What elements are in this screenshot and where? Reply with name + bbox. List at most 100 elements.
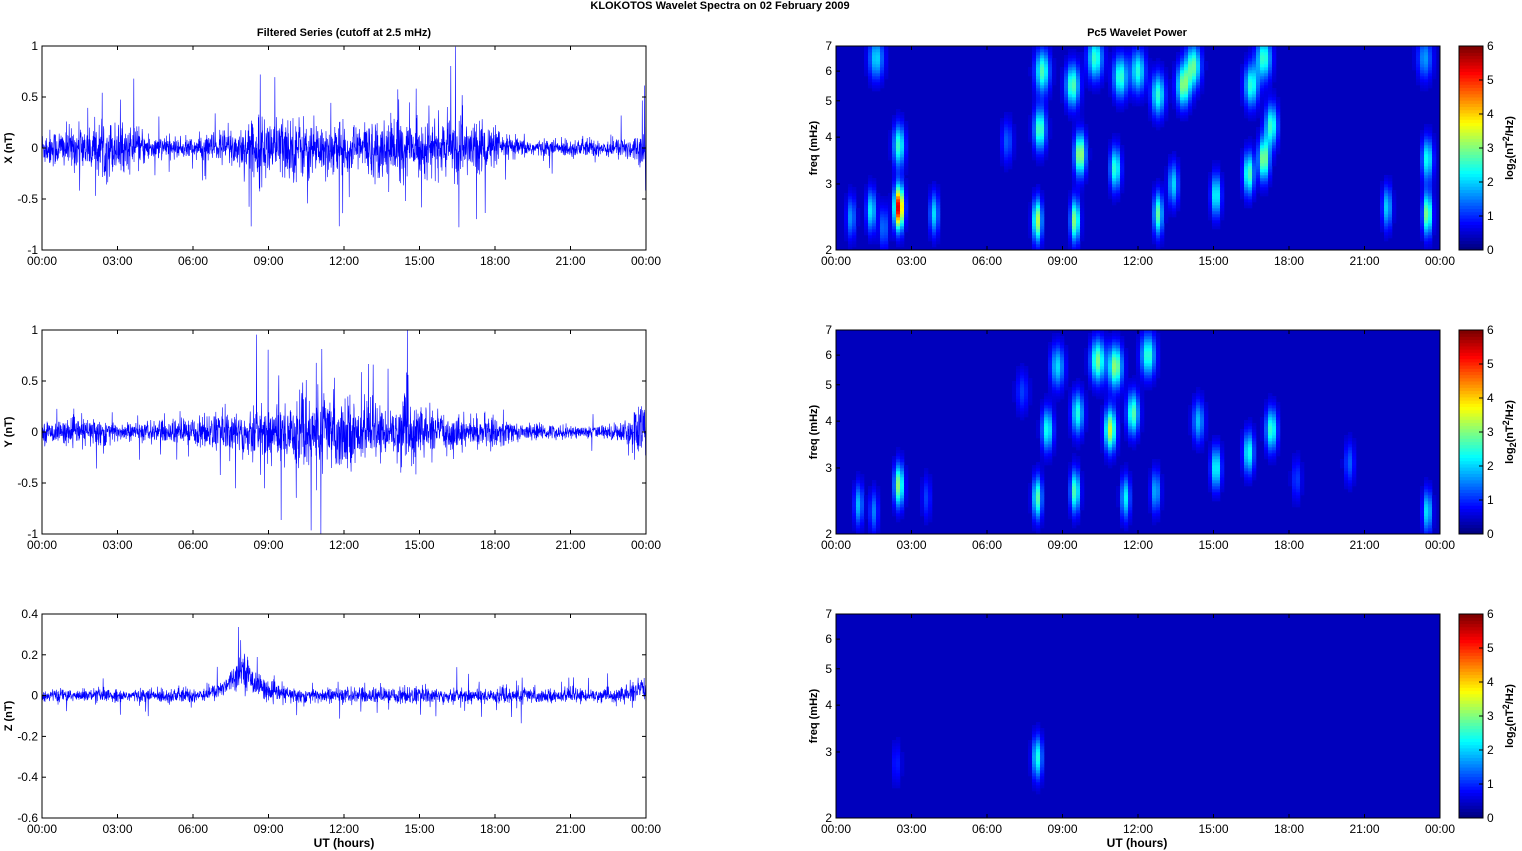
heatmap-cell (880, 73, 885, 77)
heatmap-cell (1072, 462, 1077, 466)
heatmap-cell (1000, 130, 1005, 134)
heatmap-cell (1104, 390, 1109, 394)
heatmap-cell (872, 52, 877, 56)
heatmap-cell (1112, 157, 1117, 161)
heatmap-cell (932, 229, 937, 233)
heatmap-cell (1272, 97, 1277, 101)
heatmap-cell (856, 474, 861, 478)
heatmap-cell (1296, 456, 1301, 460)
heatmap-cell (1428, 139, 1433, 143)
heatmap-cell (1212, 459, 1217, 463)
heatmap-cell (856, 211, 861, 215)
heatmap-cell (1424, 190, 1429, 194)
heatmap-cell (848, 217, 853, 221)
heatmap-cell (1428, 46, 1433, 50)
heatmap-cell (1200, 420, 1205, 424)
heatmap-cell (1048, 366, 1053, 370)
heatmap-cell (1216, 169, 1221, 173)
heatmap-cell (888, 226, 893, 230)
heatmap-cell (1120, 178, 1125, 182)
trace-line (41, 329, 647, 535)
heatmap-cell (1248, 426, 1253, 430)
heatmap-cell (868, 208, 873, 212)
heatmap-cell (1080, 235, 1085, 239)
heatmap-cell (1248, 61, 1253, 65)
heatmap-cell (1344, 483, 1349, 487)
heatmap-cell (1140, 345, 1145, 349)
colorbar-segment (1459, 221, 1483, 225)
heatmap-cell (880, 238, 885, 242)
heatmap-cell (1352, 441, 1357, 445)
colorbar-segment (1459, 68, 1483, 72)
heatmap-cell (1068, 507, 1073, 511)
heatmap-cell (1068, 235, 1073, 239)
heatmap-cell (1256, 61, 1261, 65)
colorbar-segment (1459, 125, 1483, 130)
heatmap-cell (1200, 88, 1205, 92)
heatmap-cell (1040, 504, 1045, 508)
heatmap-cell (1088, 333, 1093, 337)
heatmap-cell (1120, 154, 1125, 158)
heatmap-cell (876, 46, 881, 50)
heatmap-cell (928, 187, 933, 191)
heatmap-cell (1108, 450, 1113, 454)
heatmap-cell (880, 199, 885, 203)
heatmap-cell (1208, 175, 1213, 179)
heatmap-cell (1164, 109, 1169, 113)
heatmap-cell (1128, 510, 1133, 514)
heatmap-cell (1244, 205, 1249, 209)
heatmap-cell (1248, 435, 1253, 439)
y-tick-label: -0.6 (17, 811, 38, 825)
heatmap-cell (1196, 411, 1201, 415)
heatmap-cell (1108, 145, 1113, 149)
heatmap-cell (1076, 199, 1081, 203)
heatmap-cell (1100, 432, 1105, 436)
heatmap-cell (1072, 504, 1077, 508)
heatmap-cell (1260, 420, 1265, 424)
heatmap-cell (1252, 109, 1257, 113)
heatmap-cell (1076, 106, 1081, 110)
heatmap-cell (1212, 190, 1217, 194)
heatmap-cell (1116, 103, 1121, 107)
heatmap-cell (1028, 381, 1033, 385)
heatmap-cell (1424, 85, 1429, 89)
heatmap-cell (1100, 348, 1105, 352)
heatmap-cell (1104, 348, 1109, 352)
heatmap-cell (1300, 477, 1305, 481)
heatmap-cell (1428, 73, 1433, 77)
heatmap-cell (1088, 151, 1093, 155)
heatmap-cell (1088, 345, 1093, 349)
heatmap-cell (1096, 351, 1101, 355)
colorbar-tick-label: 0 (1487, 243, 1494, 257)
heatmap-cell (1136, 64, 1141, 68)
heatmap-cell (1272, 106, 1277, 110)
heatmap-cell (856, 214, 861, 218)
heatmap-cell (1268, 169, 1273, 173)
heatmap-cell (928, 211, 933, 215)
heatmap-cell (1240, 70, 1245, 74)
heatmap-cell (1052, 378, 1057, 382)
heatmap-cell (1048, 58, 1053, 62)
y-tick-label: 0 (31, 689, 38, 703)
heatmap-cell (896, 130, 901, 134)
heatmap-cell (1192, 411, 1197, 415)
heatmap-cell (1048, 55, 1053, 59)
heatmap-cell (1132, 384, 1137, 388)
heatmap-cell (928, 232, 933, 236)
heatmap-cell (1432, 166, 1437, 170)
heatmap-cell (1072, 91, 1077, 95)
heatmap-cell (1120, 516, 1125, 520)
heatmap-cell (1004, 133, 1009, 137)
heatmap-cell (1188, 73, 1193, 77)
heatmap-cell (1048, 46, 1053, 50)
heatmap-cell (884, 49, 889, 53)
heatmap-cell (896, 199, 901, 203)
heatmap-cell (932, 238, 937, 242)
heatmap-cell (856, 495, 861, 499)
heatmap-cell (856, 489, 861, 493)
heatmap-cell (1264, 103, 1269, 107)
heatmap-cell (1428, 244, 1433, 248)
heatmap-cell (1208, 178, 1213, 182)
